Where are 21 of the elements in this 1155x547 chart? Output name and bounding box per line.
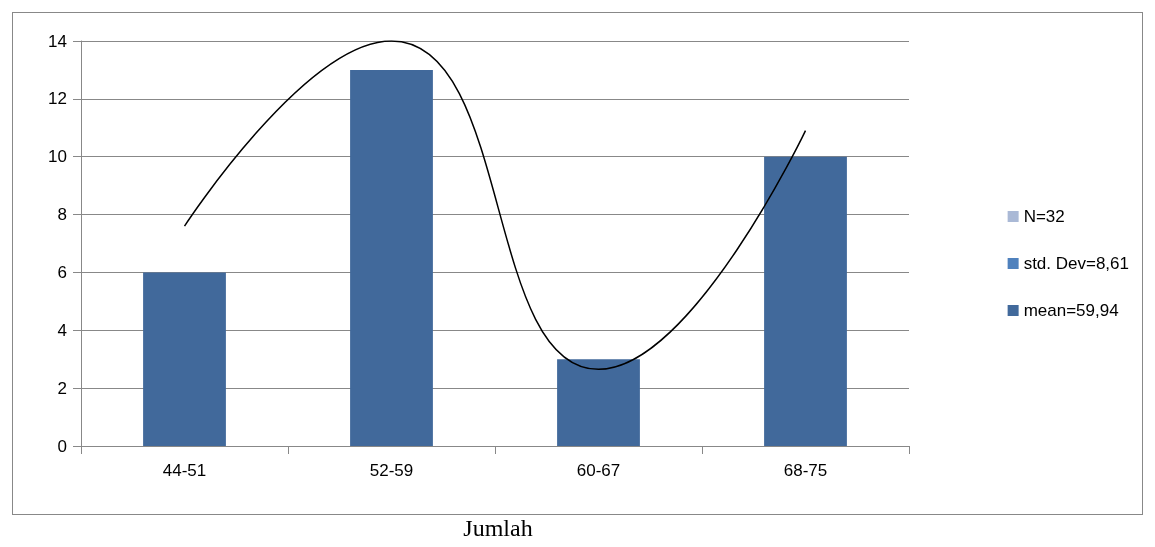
y-tick-label: 12: [48, 89, 67, 109]
y-tick-label: 6: [57, 262, 67, 282]
x-tick-label: 44-51: [162, 461, 207, 480]
x-axis-title: Jumlah: [462, 515, 534, 542]
legend-label: std. Dev=8,61: [1023, 254, 1129, 273]
bar: [143, 272, 226, 446]
legend-label: mean=59,94: [1023, 301, 1119, 320]
x-tick-label: 52-59: [369, 461, 414, 480]
y-tick-label: 4: [57, 320, 67, 340]
x-tick-label: 68-75: [783, 461, 828, 480]
y-tick-label: 14: [48, 31, 67, 51]
line-series: [183, 40, 807, 371]
y-tick-label: 0: [57, 436, 67, 456]
y-tick-label: 10: [48, 147, 67, 167]
y-tick-label: 8: [57, 205, 67, 225]
x-tick-label: 60-67: [576, 461, 621, 480]
bar: [764, 156, 847, 446]
y-tick-label: 2: [57, 378, 67, 398]
bar: [350, 69, 433, 446]
bar: [557, 359, 640, 446]
legend-label: N=32: [1023, 207, 1065, 226]
